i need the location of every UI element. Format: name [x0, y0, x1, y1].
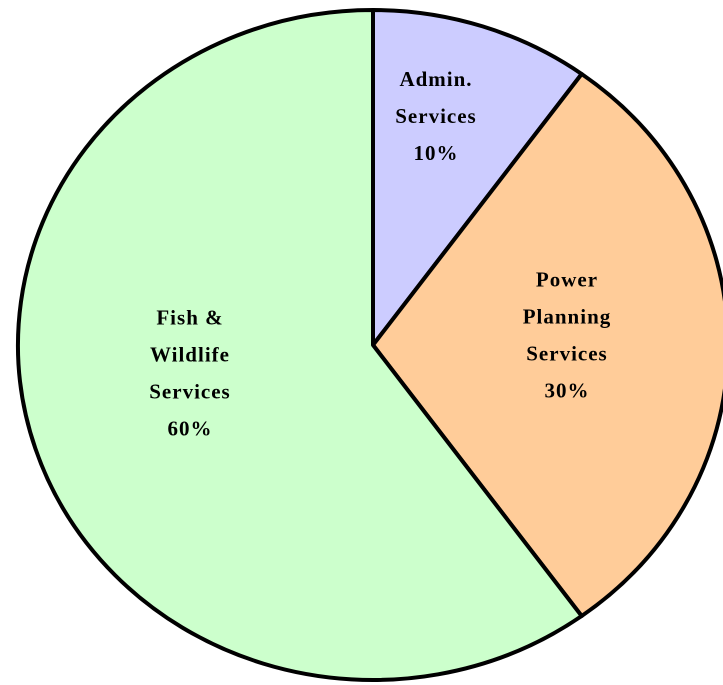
slice-label: Services: [526, 341, 607, 365]
slice-label: Services: [395, 104, 476, 128]
slice-label: Fish &: [156, 305, 223, 329]
value-label: 30%: [545, 378, 590, 402]
slice-label: Planning: [523, 304, 612, 328]
slice-label: Power: [536, 267, 598, 291]
value-label: 60%: [168, 416, 213, 440]
pie-slice: [16, 8, 584, 682]
pie-slice: [371, 8, 584, 347]
slice-label: Admin.: [399, 67, 472, 91]
slice-label: Wildlife: [150, 342, 230, 366]
pie-slice: [371, 71, 723, 619]
slice-label: Services: [149, 379, 230, 403]
value-label: 10%: [414, 141, 459, 165]
